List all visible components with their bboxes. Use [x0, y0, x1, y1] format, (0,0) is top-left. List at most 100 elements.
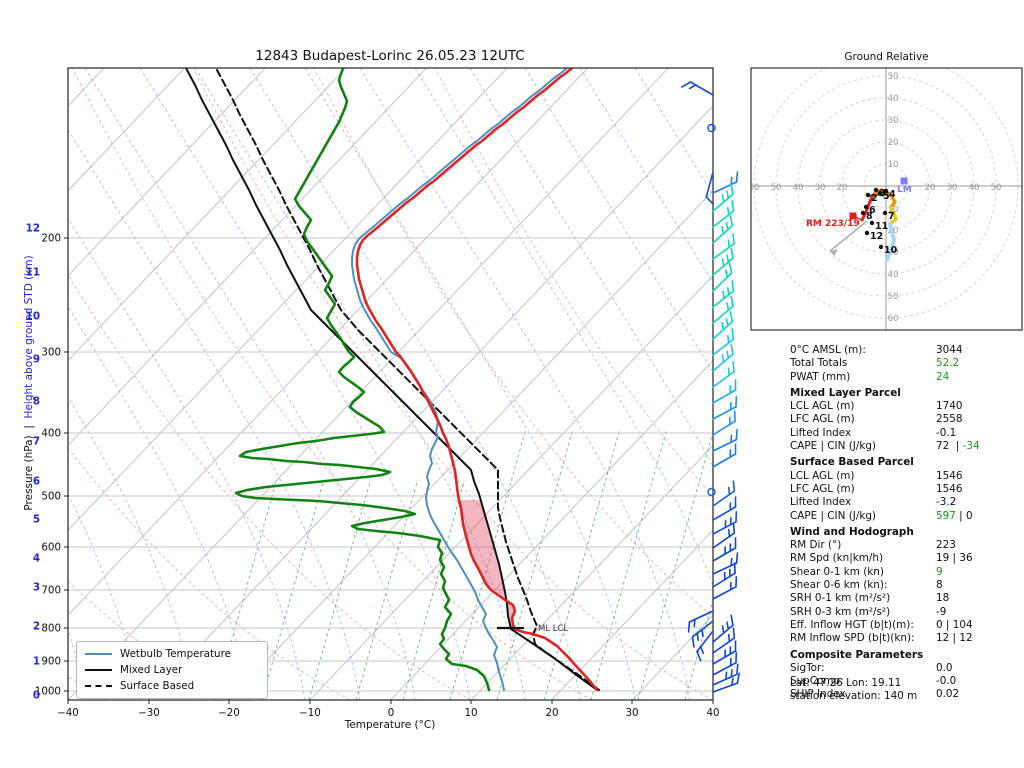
hodograph-axis-label: 40 [888, 270, 899, 280]
hodograph-height-dot [873, 187, 879, 193]
legend-label: Wetbulb Temperature [120, 648, 231, 660]
wind-barb [712, 672, 740, 693]
left-mover-marker [900, 177, 908, 185]
info-label: SigTor: [790, 661, 825, 674]
info-label: CAPE | CIN (J/kg) [790, 440, 876, 453]
height-tick-label: 11 [26, 267, 40, 279]
info-row: Total Totals 52.2 [790, 357, 1022, 370]
hodograph-height-dot [863, 204, 869, 210]
info-label: LCL AGL (m) [790, 469, 855, 482]
info-label: Lifted Index [790, 496, 852, 509]
info-row: Lifted Index -0.1 [790, 427, 1022, 440]
info-label: SRH 0-1 km (m²/s²) [790, 592, 891, 605]
info-row: SigTor: 0.0 [790, 662, 1022, 675]
info-section-header: Wind and Hodograph [790, 525, 914, 538]
hodograph-height-dot [878, 244, 884, 250]
wind-barb [712, 183, 734, 212]
hodograph-height-label: 2 [871, 193, 878, 204]
dewpoint-line [234, 68, 491, 692]
info-row: Shear 0-6 km (kn): 8 [790, 579, 1022, 592]
hodograph-axis-label: 10 [888, 160, 899, 170]
info-row: 0°C AMSL (m): 3044 [790, 344, 1022, 357]
info-label: Total Totals [790, 357, 848, 370]
station-footer: Lat: 47.26 Lon: 19.11 station elevation:… [790, 677, 917, 704]
hodograph-height-label: 12 [870, 231, 883, 242]
y-axis-label-height: Height above ground STD (km) [23, 255, 35, 419]
hodograph-axis-label: 40 [969, 183, 980, 193]
wind-barb [712, 627, 736, 654]
legend-item: Wetbulb Temperature [85, 646, 259, 662]
info-value: 2558 [936, 413, 963, 426]
info-row: SHIP Index 0.02 [790, 688, 1022, 701]
legend: Wetbulb Temperature Mixed Layer Surface Ba… [76, 641, 268, 699]
skewt-background-grid [68, 68, 713, 700]
wind-barb [712, 640, 737, 665]
hodograph-height-dot [882, 210, 888, 216]
hodograph-height-label: 6 [869, 205, 876, 216]
wind-barb-column [681, 81, 740, 693]
wind-barb [712, 428, 738, 452]
hodograph-axis-label: 50 [771, 183, 782, 193]
wind-barb [712, 496, 737, 521]
calm-wind-circle [707, 487, 716, 497]
hodograph-height-dot [860, 210, 866, 216]
info-label: Shear 0-1 km (kn) [790, 565, 884, 578]
hodograph-height-label: 5 [883, 191, 890, 202]
height-tick-label: 4 [33, 553, 40, 565]
hodograph-trace-segment [885, 222, 896, 262]
info-row: Lifted Index -3.2 [790, 496, 1022, 509]
hodograph-trace-segment [888, 205, 898, 226]
hodograph-axis-label: 50 [991, 183, 1002, 193]
x-tick-label: 40 [706, 707, 719, 719]
info-label: SHIP Index [790, 688, 846, 701]
info-value: -9 [936, 605, 947, 618]
info-value: 3044 [936, 344, 963, 356]
hodograph-axis-label: 30 [947, 183, 958, 193]
hodograph-axis-label: 60 [749, 183, 760, 193]
hodograph-height-label: 4 [889, 189, 896, 200]
wind-barb [712, 614, 734, 643]
hodograph-trace-segment [860, 191, 877, 222]
wind-barb [696, 630, 714, 662]
wind-barb [712, 575, 738, 600]
y-axis-label-pressure: Pressure (hPa) [23, 435, 35, 511]
hodograph-axis-label: 20 [888, 138, 899, 148]
pressure-tick-label: 800 [41, 623, 61, 635]
pressure-tick-label: 300 [41, 347, 61, 359]
height-tick-label: 0 [33, 690, 40, 702]
cape-shaded-area [459, 500, 515, 630]
pressure-tick-label: 600 [41, 542, 61, 554]
hodograph-trace-segment [873, 188, 897, 209]
hodograph-axis-label: 50 [888, 292, 899, 302]
info-value: 1740 [936, 400, 963, 413]
pressure-tick-label: 400 [41, 428, 61, 440]
info-value: 0 | 104 [936, 618, 973, 631]
info-label: Shear 0-6 km (kn): [790, 579, 888, 592]
x-tick-label: 0 [388, 707, 395, 719]
legend-line-sample [85, 653, 112, 655]
info-row: SRH 0-1 km (m²/s²) 18 [790, 592, 1022, 605]
temperature-line [355, 68, 599, 692]
info-row: PWAT (mm) 24 [790, 371, 1022, 384]
legend-line-sample [85, 669, 112, 671]
info-value: 52.2 [936, 357, 960, 370]
legend-label: Mixed Layer [120, 664, 183, 676]
height-tick-label: 7 [33, 436, 40, 448]
pressure-tick-label: 1000 [35, 686, 61, 698]
hodograph-height-label: 8 [866, 211, 873, 222]
height-tick-label: 6 [33, 476, 40, 488]
wind-barb [691, 620, 714, 648]
info-value: 0.02 [936, 688, 960, 701]
hodograph-height-dot [869, 220, 875, 226]
pressure-tick-label: 200 [41, 233, 61, 245]
wind-barb [712, 328, 735, 356]
sounding-profiles: ML LCL [185, 68, 600, 692]
wind-barb [712, 215, 734, 244]
hodograph-axis-label: 20 [837, 183, 848, 193]
hodograph-axis-label: 60 [888, 314, 899, 324]
hodograph-title: Ground Relative [844, 51, 929, 63]
pressure-tick-label: 500 [41, 491, 61, 503]
wind-barb [712, 379, 737, 404]
pressure-tick-label: 900 [41, 656, 61, 668]
info-row: Shear 0-1 km (kn) 9 [790, 566, 1022, 579]
